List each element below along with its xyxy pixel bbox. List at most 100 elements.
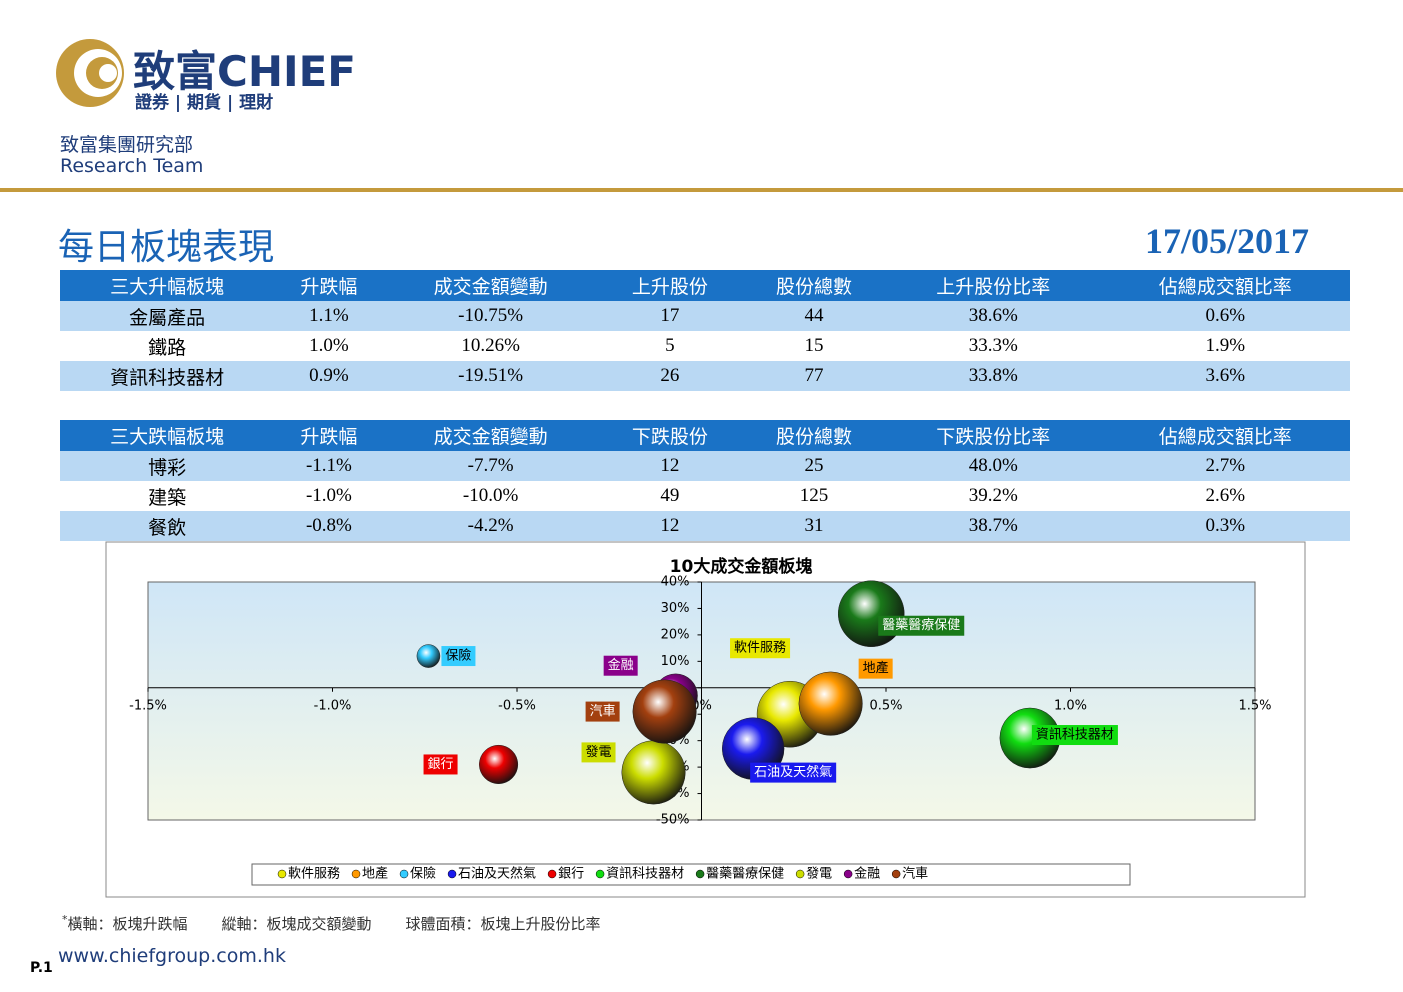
cell: 39.2% xyxy=(968,485,1018,506)
cell: 資訊科技器材 xyxy=(60,361,275,391)
header-row: 三大升幅板塊 升跌幅 成交金額變動 上升股份 股份總數 上升股份比率 佔總成交額比率 xyxy=(60,270,1350,301)
tagline: 證券 | 期貨 | 理財 xyxy=(135,93,274,113)
label-box xyxy=(1031,725,1118,746)
bubble xyxy=(416,644,441,668)
cell: 5 xyxy=(665,335,675,356)
cell: 0.3% xyxy=(1100,511,1350,541)
legend-swatch xyxy=(447,869,457,879)
page-number: P.1 xyxy=(30,960,53,976)
cell: -10.75% xyxy=(383,301,598,331)
x-tick-label: -1.5% xyxy=(129,698,167,713)
legend-swatch xyxy=(277,869,287,879)
x-tick-label: -1.0% xyxy=(314,698,352,713)
row: 建築 -1.0% -10.0% 49 125 39.2% 2.6% xyxy=(60,481,1350,511)
cell: 125 xyxy=(799,485,829,506)
legend-label: 保險 xyxy=(410,867,436,882)
cell: -10.0% xyxy=(462,485,519,506)
legend-swatch xyxy=(351,869,361,879)
cell: 15 xyxy=(804,335,824,356)
x-tick-label: -0.5% xyxy=(498,698,536,713)
bubble-label: 金融 xyxy=(608,657,634,673)
cell: 33.8% xyxy=(886,361,1101,391)
cell: 48.0% xyxy=(886,451,1101,481)
cell: 建築 xyxy=(148,487,187,509)
cell: 2.7% xyxy=(1100,451,1350,481)
brand: 致富CHIEF xyxy=(133,47,356,96)
bubble xyxy=(621,740,686,805)
legend-label: 發電 xyxy=(806,867,832,882)
header-cell: 成交金額變動 xyxy=(383,270,598,301)
cell: 31 xyxy=(741,511,887,541)
bubble-label: 石油及天然氣 xyxy=(754,764,832,780)
divider xyxy=(0,188,1403,192)
bubble xyxy=(837,580,905,647)
cell: 2.6% xyxy=(1205,485,1246,506)
legend-swatch xyxy=(843,869,853,879)
bubble xyxy=(798,671,863,736)
bubble-label: 醫藥醫療保健 xyxy=(882,618,960,633)
header-cell: 升跌幅 xyxy=(274,420,384,451)
cell: 1.0% xyxy=(309,335,349,356)
gain-table: 三大升幅板塊 升跌幅 成交金額變動 上升股份 股份總數 上升股份比率 佔總成交額比率 金屬產品… xyxy=(60,270,1350,391)
bubble-label: 地產 xyxy=(863,660,889,676)
legend-label: 資訊科技器材 xyxy=(606,867,684,882)
header-cell: 股份總數 xyxy=(741,420,887,451)
label-box xyxy=(423,754,458,775)
loss-table: 三大跌幅板塊 升跌幅 成交金額變動 下跌股份 股份總數 下跌股份比率 佔總成交額比率 博彩 -1… xyxy=(60,420,1350,541)
cell: 1.9% xyxy=(1205,335,1246,356)
label-box xyxy=(750,762,837,783)
bubble-label: 發電 xyxy=(586,745,612,760)
header-cell: 升跌幅 xyxy=(274,270,384,301)
page-title: 每日板塊表現 xyxy=(58,227,275,268)
x-tick-label: 0.5% xyxy=(869,698,902,713)
date: 17/05/2017 xyxy=(1145,221,1310,261)
cell: 3.6% xyxy=(1100,361,1350,391)
y-tick-label: 20% xyxy=(661,627,690,642)
label-box xyxy=(603,655,638,676)
bubble-label: 資訊科技器材 xyxy=(1036,728,1114,743)
chart-title: 10大成交金額板塊 xyxy=(670,556,813,577)
header-cell: 三大升幅板塊 xyxy=(60,270,275,301)
header-cell: 股份總數 xyxy=(741,270,887,301)
cell: 鐵路 xyxy=(148,337,187,359)
footnote-item: 球體面積：板塊上升股份比率 xyxy=(405,915,601,933)
cell: 10.26% xyxy=(461,335,520,356)
cell: 0.6% xyxy=(1100,301,1350,331)
legend-label: 軟件服務 xyxy=(288,866,340,882)
cell: 44 xyxy=(741,301,887,331)
cell: -4.2% xyxy=(383,511,598,541)
cell: 金屬產品 xyxy=(60,301,275,331)
label-box xyxy=(585,701,620,722)
header-row: 三大跌幅板塊 升跌幅 成交金額變動 下跌股份 股份總數 下跌股份比率 佔總成交額比率 xyxy=(60,420,1350,451)
row: 餐飲 -0.8% -4.2% 12 31 38.7% 0.3% xyxy=(60,511,1350,541)
y-tick-label: -50% xyxy=(656,813,690,828)
logo-mark xyxy=(56,39,124,107)
footer-url: www.chiefgroup.com.hk xyxy=(58,945,286,967)
cell: -19.51% xyxy=(383,361,598,391)
legend-label: 地產 xyxy=(362,866,388,882)
x-tick-label: 1.0% xyxy=(1054,698,1087,713)
bubble-label: 汽車 xyxy=(590,704,616,719)
label-box xyxy=(581,742,616,763)
bubble xyxy=(479,744,519,785)
label-box xyxy=(441,646,476,667)
cell: 餐飲 xyxy=(60,511,275,541)
cell: 33.3% xyxy=(968,335,1018,356)
cell: -1.0% xyxy=(305,485,352,506)
row: 金屬產品 1.1% -10.75% 17 44 38.6% 0.6% xyxy=(60,301,1350,331)
bubble-label: 保險 xyxy=(445,649,471,664)
bubble-label: 銀行 xyxy=(428,757,454,772)
header-cell: 三大跌幅板塊 xyxy=(60,420,275,451)
header-cell: 下跌股份比率 xyxy=(886,420,1101,451)
team: Research Team xyxy=(60,155,204,177)
cell: 26 xyxy=(597,361,742,391)
header-cell: 佔總成交額比率 xyxy=(1100,420,1350,451)
legend-label: 汽車 xyxy=(902,867,928,882)
bubble xyxy=(632,679,697,744)
cell: 17 xyxy=(597,301,742,331)
cell: 0.9% xyxy=(274,361,384,391)
cell: 38.7% xyxy=(886,511,1101,541)
label-box xyxy=(730,638,791,659)
x-tick-label: 1.5% xyxy=(1238,698,1271,713)
